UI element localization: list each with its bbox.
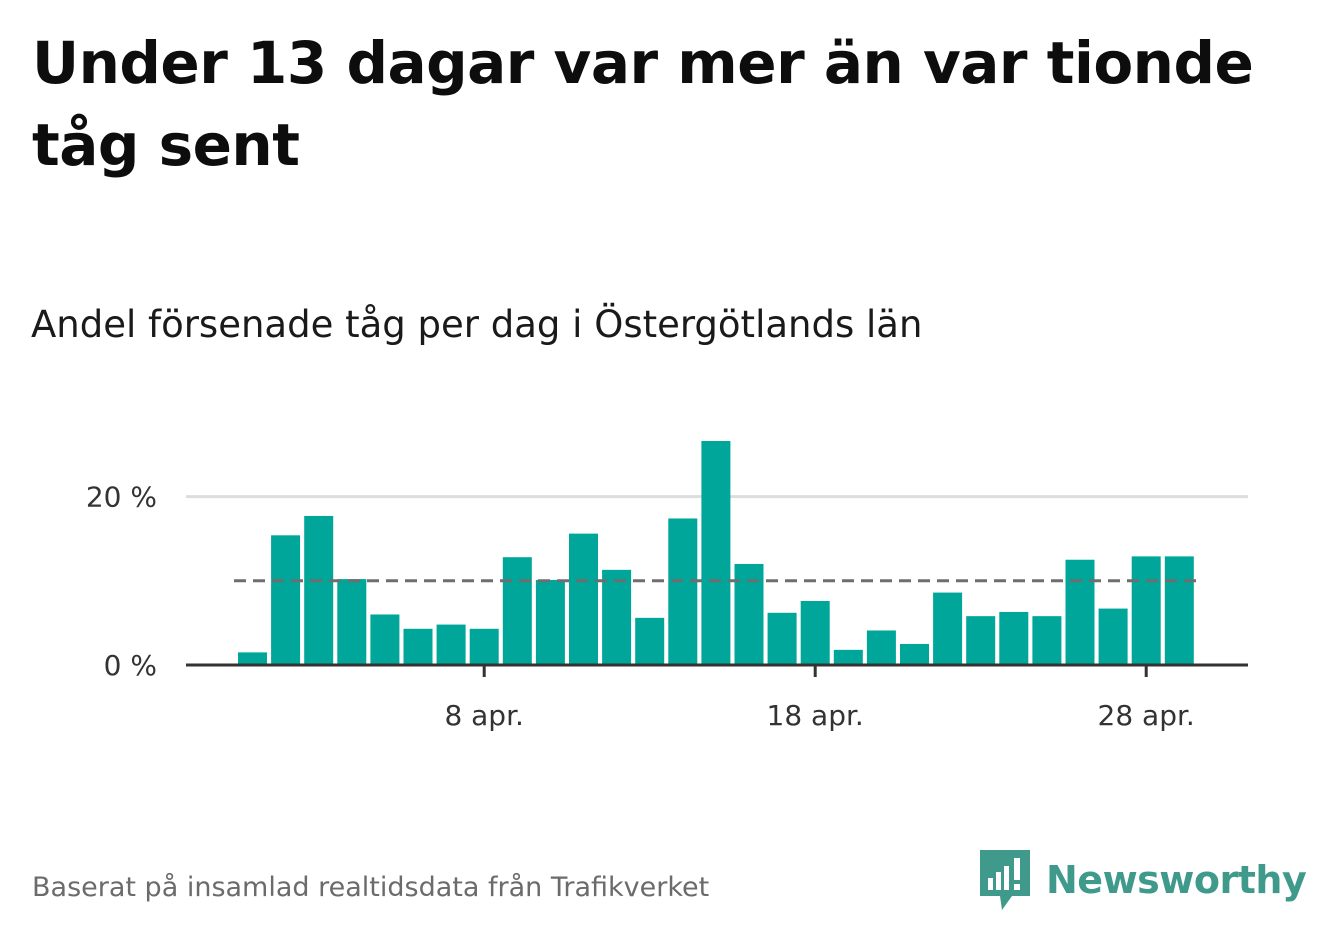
bar	[436, 624, 466, 665]
bar	[701, 441, 731, 665]
bar	[469, 628, 499, 665]
bar	[999, 611, 1029, 665]
bar	[370, 614, 400, 665]
axes: 0 % 20 % 8 apr. 18 apr. 28 apr.	[86, 481, 1248, 732]
y-tick-label: 20 %	[86, 481, 157, 514]
bar	[866, 630, 896, 665]
bar	[635, 617, 665, 665]
bar	[1164, 556, 1194, 665]
bar	[933, 592, 963, 665]
x-tick-label: 18 apr.	[767, 699, 864, 732]
bar	[602, 569, 632, 665]
chart-title: Under 13 dagar var mer än var tionde tåg…	[32, 29, 1254, 179]
source-note: Baserat på insamlad realtidsdata från Tr…	[32, 872, 710, 903]
bar-series	[238, 441, 1194, 665]
logo-wordmark: Newsworthy	[1046, 858, 1307, 902]
bar	[304, 515, 334, 665]
x-tick-label: 8 apr.	[444, 699, 524, 732]
bar	[966, 616, 996, 665]
newsworthy-logo-icon	[980, 850, 1030, 910]
bar	[833, 649, 863, 665]
bar	[535, 579, 565, 665]
bar	[569, 533, 598, 665]
y-tick-label: 0 %	[104, 649, 157, 682]
chart-subtitle: Andel försenade tåg per dag i Östergötla…	[31, 303, 923, 346]
bar	[1098, 608, 1128, 665]
bar	[767, 612, 797, 665]
bar	[271, 535, 301, 665]
bar	[668, 518, 698, 665]
bar	[900, 643, 929, 665]
bar	[502, 557, 532, 665]
bar	[238, 652, 267, 665]
bar	[1065, 559, 1095, 665]
newsworthy-logo: Newsworthy	[980, 848, 1307, 912]
x-tick-label: 28 apr.	[1098, 699, 1195, 732]
bar	[1131, 556, 1161, 665]
bar	[337, 579, 367, 665]
bar	[1032, 616, 1062, 665]
bar	[403, 628, 433, 665]
bar	[734, 563, 764, 665]
bar	[800, 601, 830, 665]
